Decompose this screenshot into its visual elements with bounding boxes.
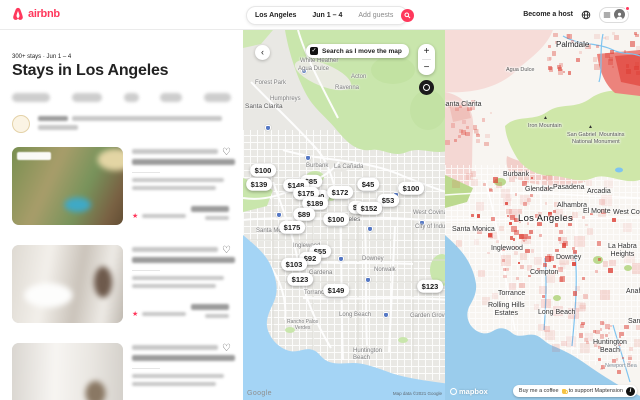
map-price-pin[interactable]: $175 <box>293 186 319 200</box>
overlay-map: Palmdale Agua Dulce Santa Clarita Iron Moun… <box>445 30 640 400</box>
page-title: Stays in Los Angeles <box>12 62 169 79</box>
map-price-pin[interactable]: $89 <box>293 207 315 221</box>
map-price-pin[interactable]: $172 <box>327 185 353 199</box>
zoom-controls: + − <box>418 44 435 75</box>
google-logo[interactable]: Google <box>247 390 272 397</box>
zoom-in-button[interactable]: + <box>418 44 435 59</box>
map-price-pin[interactable]: $45 <box>357 177 379 191</box>
user-menu-button[interactable] <box>599 5 630 23</box>
wishlist-heart-icon[interactable]: ♡ <box>222 245 231 256</box>
listing-card[interactable]: ★ ♡ <box>12 245 235 331</box>
support-text: Buy me a coffee <box>518 388 559 394</box>
listing-badge <box>17 152 51 160</box>
airbnb-map: Santa Clarita Forest Park Humphreys White H… <box>243 30 450 400</box>
map-price-pin[interactable]: $123 <box>287 272 313 286</box>
search-bar[interactable]: Los Angeles Jun 1 – 4 Add guests <box>246 6 415 25</box>
map-back-button[interactable]: ‹ <box>255 45 270 60</box>
search-guests[interactable]: Add guests <box>358 12 394 19</box>
map-price-pin[interactable]: $100 <box>398 181 424 195</box>
checkbox-checked-icon[interactable]: ✓ <box>310 47 318 55</box>
filter-pill[interactable] <box>160 93 183 102</box>
listing-photo <box>12 343 123 400</box>
map-price-pin[interactable]: $149 <box>323 283 349 297</box>
search-as-move-label: Search as I move the map <box>322 47 402 55</box>
map-attribution: Map data ©2021 Google <box>392 391 442 396</box>
search-as-move-toggle[interactable]: ✓ Search as I move the map <box>306 44 409 58</box>
search-button[interactable] <box>401 9 415 22</box>
become-host-link[interactable]: Become a host <box>523 11 573 18</box>
filters-row <box>12 93 231 102</box>
map-price-pin[interactable]: $152 <box>356 201 382 215</box>
filter-pill[interactable] <box>12 93 50 102</box>
zoom-out-button[interactable]: − <box>418 60 435 75</box>
search-icon <box>404 12 411 19</box>
info-icon[interactable]: i <box>626 386 635 396</box>
listing-photo <box>12 147 123 225</box>
globe-icon[interactable] <box>581 10 591 20</box>
mapbox-logo[interactable]: mapbox <box>450 387 488 396</box>
coffee-icon <box>561 388 568 394</box>
map-price-pin[interactable]: $103 <box>281 257 307 271</box>
mapbox-logo-icon <box>450 388 457 395</box>
airbnb-belo-icon <box>13 7 23 20</box>
map-price-pin[interactable]: $189 <box>302 196 328 210</box>
listing-card[interactable]: ★ ♡ <box>12 147 235 233</box>
map-price-pin[interactable]: $139 <box>246 177 272 191</box>
results-panel: 300+ stays · Jun 1 – 4 Stays in Los Ange… <box>0 30 243 400</box>
rating-star-icon: ★ <box>132 311 139 318</box>
results-count: 300+ stays · Jun 1 – 4 <box>12 54 72 60</box>
filter-pill[interactable] <box>204 93 231 102</box>
airbnb-logo[interactable]: airbnb <box>11 7 60 21</box>
notice-icon <box>12 115 30 133</box>
hamburger-menu-icon <box>603 12 611 17</box>
header-right: Become a host <box>523 5 630 24</box>
map-price-pin[interactable]: $100 <box>250 163 276 177</box>
support-pill[interactable]: Buy me a coffee to support Maptension i <box>512 385 637 397</box>
listing-photo <box>12 245 123 323</box>
overlay-map-canvas[interactable] <box>445 30 640 400</box>
wishlist-heart-icon[interactable]: ♡ <box>222 147 231 158</box>
map-price-pin[interactable]: $100 <box>323 212 349 226</box>
map-price-pin[interactable]: $175 <box>279 220 305 234</box>
airbnb-logo-text: airbnb <box>28 8 60 20</box>
notice-banner <box>12 115 231 135</box>
filter-pill[interactable] <box>71 93 102 102</box>
wishlist-heart-icon[interactable]: ♡ <box>222 343 231 354</box>
map-price-pin[interactable]: $123 <box>417 279 443 293</box>
map-layers-button[interactable] <box>419 80 434 95</box>
notification-dot <box>625 5 630 11</box>
search-dates[interactable]: Jun 1 – 4 <box>312 12 343 19</box>
listing-card[interactable]: ♡ <box>12 343 235 400</box>
header: airbnb Los Angeles Jun 1 – 4 Add guests … <box>0 0 640 30</box>
search-location[interactable]: Los Angeles <box>255 12 297 19</box>
avatar <box>614 9 625 20</box>
filter-pill[interactable] <box>123 93 139 102</box>
rating-star-icon: ★ <box>132 213 139 220</box>
support-text-2: to support Maptension <box>568 388 623 394</box>
